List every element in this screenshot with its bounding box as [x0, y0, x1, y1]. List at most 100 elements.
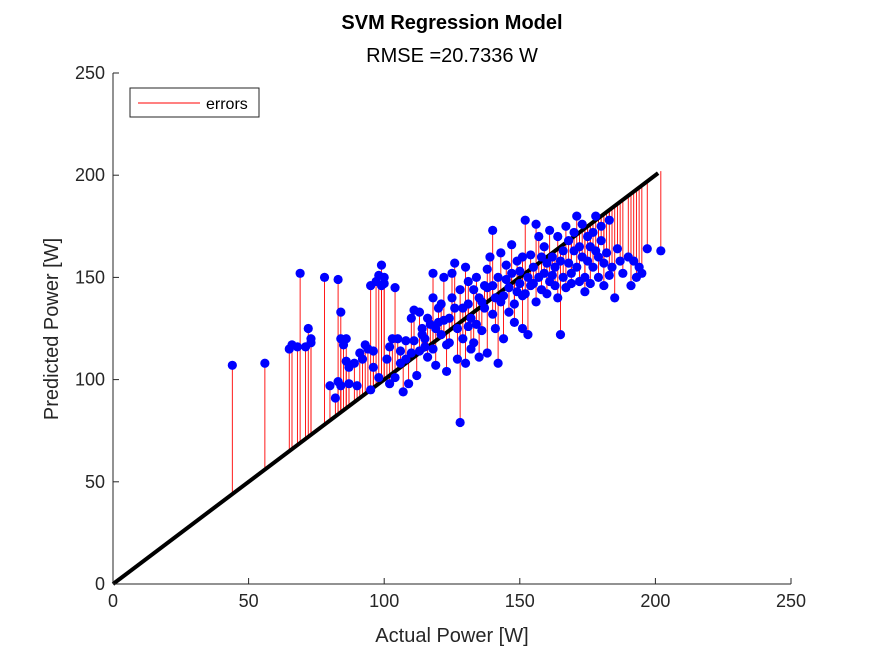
- legend-entry-errors: errors: [206, 96, 248, 113]
- data-point: [515, 278, 525, 289]
- data-point: [493, 272, 503, 282]
- data-point: [520, 289, 530, 299]
- data-point: [504, 307, 514, 317]
- data-point: [572, 211, 582, 221]
- chart-title: SVM Regression Model: [341, 12, 562, 34]
- data-point: [447, 293, 457, 303]
- data-point: [460, 262, 471, 272]
- data-point: [626, 280, 636, 291]
- data-point: [306, 334, 316, 344]
- data-point: [564, 236, 574, 246]
- data-point: [485, 252, 495, 262]
- axes: [112, 72, 792, 585]
- x-tick-label: 200: [640, 591, 670, 611]
- data-point: [471, 272, 482, 282]
- data-point: [553, 231, 563, 242]
- x-tick-label: 50: [239, 591, 259, 611]
- data-point: [553, 293, 563, 303]
- y-tick-label: 200: [75, 165, 105, 185]
- data-point: [531, 297, 541, 307]
- data-point: [528, 278, 538, 289]
- data-point: [604, 270, 614, 280]
- data-point: [572, 262, 582, 272]
- data-point: [488, 280, 498, 291]
- data-point: [539, 242, 549, 252]
- data-point: [441, 366, 452, 377]
- data-point: [385, 342, 395, 352]
- data-point: [436, 330, 446, 340]
- data-point: [610, 293, 620, 303]
- x-tick-label: 150: [505, 591, 535, 611]
- data-point: [534, 231, 544, 242]
- data-point: [550, 280, 560, 291]
- data-point: [583, 256, 593, 266]
- data-point: [469, 285, 479, 295]
- data-point: [406, 348, 416, 358]
- tick-labels: 0 50 100 150 200 250 0 50 100 150 200 250: [75, 63, 806, 611]
- data-point: [588, 262, 598, 272]
- data-point: [596, 221, 606, 231]
- data-point: [409, 336, 419, 346]
- data-point: [504, 283, 514, 293]
- data-point: [479, 303, 490, 313]
- data-point: [303, 323, 313, 334]
- chart-subtitle: RMSE =20.7336 W: [366, 45, 538, 67]
- data-point: [398, 387, 408, 397]
- data-point: [336, 381, 346, 391]
- data-point: [455, 285, 465, 295]
- data-point: [593, 272, 604, 282]
- data-point: [431, 360, 441, 370]
- data-point: [436, 299, 446, 309]
- data-point: [401, 354, 411, 364]
- data-point: [547, 270, 557, 280]
- y-tick-label: 150: [75, 267, 105, 287]
- data-point: [585, 278, 595, 289]
- data-point: [656, 246, 666, 256]
- data-point: [561, 221, 571, 231]
- data-point: [393, 334, 403, 344]
- data-point: [469, 338, 479, 348]
- data-point: [517, 252, 528, 262]
- data-point: [414, 307, 425, 317]
- x-tick-label: 250: [776, 591, 806, 611]
- data-point: [404, 379, 414, 389]
- data-point: [515, 266, 525, 276]
- data-point: [444, 338, 454, 348]
- data-point: [439, 272, 449, 282]
- data-point: [366, 385, 376, 395]
- data-point: [496, 248, 506, 258]
- data-point: [507, 268, 517, 278]
- data-point: [295, 268, 305, 278]
- data-point: [580, 287, 590, 297]
- data-point: [547, 252, 557, 262]
- data-point: [466, 313, 476, 323]
- data-point: [463, 299, 473, 309]
- data-point: [542, 258, 552, 268]
- data-point: [352, 381, 362, 391]
- data-point: [444, 313, 454, 323]
- data-point: [422, 352, 433, 362]
- x-tick-label: 0: [108, 591, 118, 611]
- data-point: [501, 260, 511, 270]
- data-point: [406, 313, 416, 323]
- y-tick-label: 250: [75, 63, 105, 83]
- data-point: [591, 211, 601, 221]
- data-point: [452, 354, 463, 364]
- data-point: [395, 346, 406, 356]
- data-point: [292, 342, 303, 352]
- data-point: [482, 348, 492, 358]
- data-point: [555, 330, 566, 340]
- x-axis-label: Actual Power [W]: [375, 625, 528, 647]
- data-point: [599, 258, 609, 268]
- data-point: [566, 268, 576, 278]
- data-point: [517, 323, 528, 334]
- data-point: [368, 346, 378, 356]
- data-point: [580, 272, 590, 282]
- data-point: [428, 268, 438, 278]
- data-point: [488, 225, 498, 235]
- data-point: [458, 334, 468, 344]
- data-point: [385, 379, 395, 389]
- data-point: [382, 354, 392, 364]
- data-point: [477, 325, 487, 336]
